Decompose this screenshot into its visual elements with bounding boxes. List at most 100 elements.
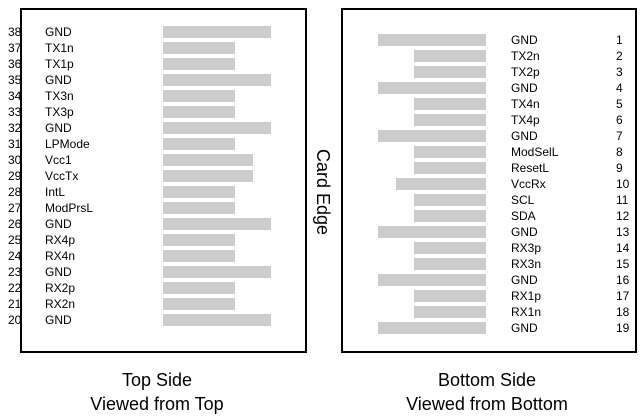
contact-pad	[163, 314, 271, 326]
pin-signal: ModSelL	[511, 145, 559, 159]
pin-number: 12	[616, 209, 630, 223]
pin-signal: VccRx	[511, 177, 546, 191]
pin-signal: ResetL	[511, 161, 550, 175]
contact-pad	[163, 106, 235, 118]
pin-number: 22	[8, 281, 22, 295]
contact-pad	[378, 130, 486, 142]
pin-signal: GND	[511, 33, 538, 47]
pin-number: 17	[616, 289, 630, 303]
bottom-pin-row: GND 1	[0, 32, 644, 48]
pin-number: 25	[8, 233, 22, 247]
pin-signal: GND	[45, 265, 72, 279]
pin-signal: RX1p	[511, 289, 542, 303]
pin-number: 2	[616, 49, 623, 63]
bottom-pin-row: VccRx 10	[0, 176, 644, 192]
pin-number: 23	[8, 265, 22, 279]
pin-number: 33	[8, 105, 22, 119]
pin-signal: TX1n	[45, 41, 74, 55]
pin-number: 26	[8, 217, 22, 231]
pin-number: 14	[616, 241, 630, 255]
top-pin-row: 24 RX4n	[0, 248, 300, 264]
pin-signal: GND	[511, 225, 538, 239]
contact-pad	[163, 170, 253, 182]
contact-pad	[414, 114, 486, 126]
contact-pad	[414, 242, 486, 254]
pin-signal: IntL	[45, 185, 66, 199]
pin-number: 32	[8, 121, 22, 135]
contact-pad	[414, 210, 486, 222]
contact-pad	[163, 42, 235, 54]
pin-signal: SCL	[511, 193, 535, 207]
pin-signal: GND	[45, 217, 72, 231]
contact-pad	[414, 194, 486, 206]
bottom-pin-row: TX2p 3	[0, 64, 644, 80]
contact-pad	[378, 82, 486, 94]
bottom-pin-row: ResetL 9	[0, 160, 644, 176]
top-pin-row: 34 TX3n	[0, 88, 300, 104]
pin-number: 31	[8, 137, 22, 151]
pin-signal: RX1n	[511, 305, 542, 319]
pin-number: 28	[8, 185, 22, 199]
contact-pad	[163, 186, 235, 198]
contact-pad	[163, 282, 235, 294]
pin-number: 34	[8, 89, 22, 103]
bottom-pin-row: RX1n 18	[0, 304, 644, 320]
pin-signal: RX2p	[45, 281, 76, 295]
bottom-pin-row: ModSelL 8	[0, 144, 644, 160]
pin-signal: GND	[511, 129, 538, 143]
top-pin-row: 20 GND	[0, 312, 300, 328]
contact-pad	[163, 90, 235, 102]
contact-pad	[414, 290, 486, 302]
top-pin-row: 30 Vcc1	[0, 152, 300, 168]
pin-signal: ModPrsL	[45, 201, 94, 215]
top-side-panel	[20, 8, 307, 353]
pin-number: 7	[616, 129, 623, 143]
top-pin-row: 29 VccTx	[0, 168, 300, 184]
top-pin-row: 26 GND	[0, 216, 300, 232]
pin-number: 5	[616, 97, 623, 111]
contact-pad	[414, 162, 486, 174]
contact-pad	[163, 298, 235, 310]
pin-number: 27	[8, 201, 22, 215]
pin-signal: VccTx	[45, 169, 79, 183]
pin-number: 29	[8, 169, 22, 183]
contact-pad	[163, 218, 271, 230]
pin-signal: GND	[45, 73, 72, 87]
top-pin-row: 37 TX1n	[0, 40, 300, 56]
bottom-pin-row: GND 4	[0, 80, 644, 96]
top-side-caption-line2: Viewed from Top	[90, 394, 224, 414]
contact-pad	[396, 178, 486, 190]
bottom-pin-row: GND 13	[0, 224, 644, 240]
pin-signal: RX4n	[45, 249, 76, 263]
pin-signal: TX1p	[45, 57, 74, 71]
contact-pad	[414, 146, 486, 158]
pin-number: 19	[616, 321, 630, 335]
contact-pad	[378, 274, 486, 286]
contact-pad	[414, 50, 486, 62]
top-pin-row: 25 RX4p	[0, 232, 300, 248]
bottom-pin-row: RX3p 14	[0, 240, 644, 256]
bottom-pin-row: TX4n 5	[0, 96, 644, 112]
pin-signal: GND	[45, 313, 72, 327]
pin-number: 1	[616, 33, 623, 47]
top-side-caption-line1: Top Side	[121, 370, 193, 390]
bottom-side-caption-line1: Bottom Side	[437, 370, 537, 390]
pin-number: 30	[8, 153, 22, 167]
contact-pad	[163, 234, 235, 246]
pin-signal: Vcc1	[45, 153, 72, 167]
pin-number: 24	[8, 249, 22, 263]
top-pin-row: 36 TX1p	[0, 56, 300, 72]
contact-pad	[414, 98, 486, 110]
top-pin-row: 38 GND	[0, 24, 300, 40]
pin-number: 11	[616, 193, 629, 207]
contact-pad	[378, 226, 486, 238]
pin-number: 8	[616, 145, 623, 159]
contact-pad	[163, 26, 271, 38]
pin-number: 4	[616, 81, 623, 95]
contact-pad	[378, 34, 486, 46]
contact-pad	[163, 58, 235, 70]
contact-pad	[163, 202, 235, 214]
pin-signal: SDA	[511, 209, 536, 223]
top-pin-row: 33 TX3p	[0, 104, 300, 120]
pin-signal: RX4p	[45, 233, 76, 247]
